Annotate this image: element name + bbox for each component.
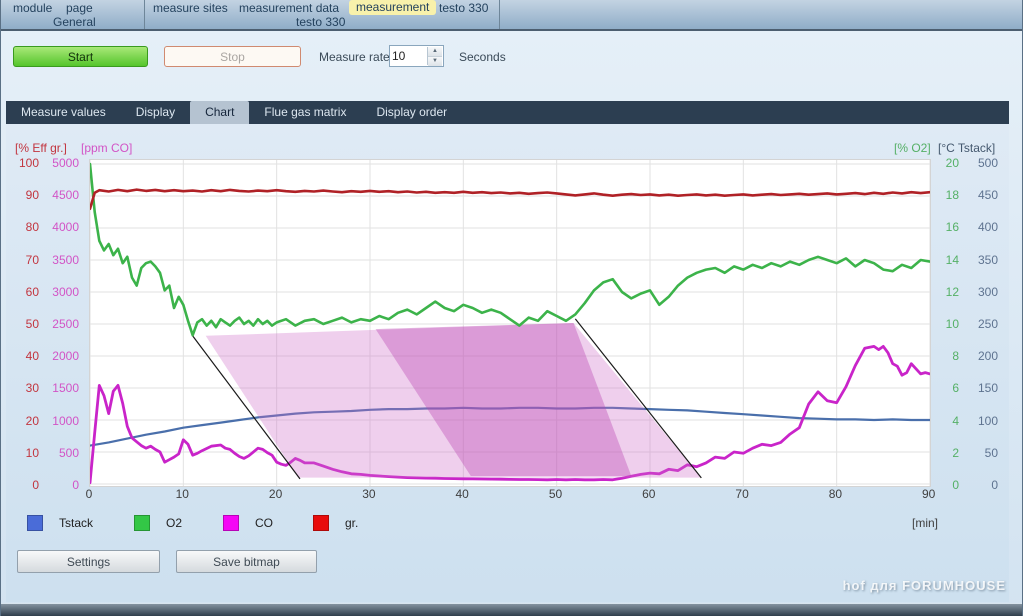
tick-label: 2000 — [52, 349, 79, 364]
tick-label: 1500 — [52, 381, 79, 396]
spinner-down-icon[interactable]: ▼ — [428, 57, 442, 66]
top-nav-bar: module page General measure sites measur… — [1, 0, 1022, 31]
tick-label: 0 — [952, 478, 959, 492]
measure-rate-label: Measure rate — [319, 50, 390, 64]
tick-label: 10 — [945, 317, 959, 331]
x-tick-label: 50 — [548, 487, 563, 501]
tick-label: 500 — [58, 445, 79, 460]
tab-display-order[interactable]: Display order — [376, 105, 448, 119]
nav-testo330[interactable]: testo 330 — [439, 1, 489, 15]
o2-axis-label: [% O2] — [894, 141, 931, 155]
tick-label: 18 — [945, 188, 959, 203]
tick-label: 250 — [977, 317, 998, 331]
tab-measure-values[interactable]: Measure values — [21, 105, 106, 119]
measure-rate-input[interactable] — [392, 47, 426, 65]
legend-swatch — [27, 515, 43, 531]
tick-label: 150 — [977, 381, 998, 396]
tick-label: 5000 — [52, 156, 79, 170]
tick-label: 100 — [18, 156, 39, 170]
tick-label: 350 — [977, 252, 998, 267]
watermark-text: hof для FORUMHOUSE — [842, 578, 1006, 593]
seconds-label: Seconds — [459, 50, 506, 64]
nav-divider — [144, 0, 145, 29]
tick-label: 12 — [945, 284, 959, 299]
tick-label: 6 — [952, 381, 959, 396]
tick-label: 4 — [952, 413, 959, 428]
legend-label: O2 — [166, 516, 183, 530]
nav-page[interactable]: page — [66, 1, 93, 15]
legend-swatch — [313, 515, 329, 531]
tstack-axis-label: [°C Tstack] — [938, 141, 996, 155]
tick-label: 2 — [952, 445, 959, 460]
tick-label: 8 — [952, 349, 959, 364]
tab-display[interactable]: Display — [135, 105, 176, 119]
view-tabstrip: Measure values Display Chart Flue gas ma… — [6, 101, 1009, 124]
tick-label: 100 — [977, 413, 998, 428]
tab-chart[interactable]: Chart — [190, 101, 250, 124]
nav-measurement-active[interactable]: measurement — [349, 0, 437, 15]
tick-label: 500 — [977, 156, 998, 170]
tick-label: 450 — [977, 188, 998, 203]
tick-label: 80 — [25, 220, 39, 235]
x-axis-unit-label: [min] — [911, 516, 938, 530]
tick-label: 20 — [25, 413, 39, 428]
tick-label: 16 — [945, 220, 959, 235]
co-axis-label: [ppm CO] — [81, 141, 133, 155]
x-tick-label: 80 — [828, 487, 843, 501]
save-bitmap-button[interactable]: Save bitmap — [176, 550, 317, 573]
x-tick-label: 30 — [362, 487, 376, 501]
spinner-buttons: ▲ ▼ — [427, 47, 442, 66]
x-tick-label: 10 — [175, 487, 189, 501]
x-tick-label: 20 — [268, 487, 283, 501]
tick-label: 20 — [945, 156, 959, 170]
tick-label: 200 — [977, 349, 998, 364]
legend-swatch — [223, 515, 239, 531]
tick-label: 0 — [32, 478, 39, 492]
legend-label: gr. — [345, 516, 359, 530]
legend-swatch — [134, 515, 150, 531]
tick-label: 0 — [72, 478, 79, 492]
tick-label: 50 — [25, 317, 39, 331]
start-button[interactable]: Start — [13, 46, 148, 67]
tick-label: 70 — [25, 252, 39, 267]
tick-label: 90 — [25, 188, 39, 203]
tick-label: 4500 — [52, 188, 79, 203]
tick-label: 300 — [977, 284, 998, 299]
nav-testo330-sub[interactable]: testo 330 — [296, 15, 346, 29]
x-tick-label: 90 — [922, 487, 936, 501]
window-bottom-bar — [1, 603, 1022, 616]
tick-label: 3000 — [52, 284, 79, 299]
spinner-up-icon[interactable]: ▲ — [428, 47, 442, 57]
tick-label: 0 — [991, 478, 998, 492]
tick-label: 4000 — [52, 220, 79, 235]
settings-button[interactable]: Settings — [17, 550, 160, 573]
nav-measurement-data[interactable]: measurement data — [239, 1, 340, 15]
legend-label: Tstack — [59, 516, 94, 530]
nav-module[interactable]: module — [13, 1, 53, 15]
stop-button[interactable]: Stop — [164, 46, 301, 67]
nav-general[interactable]: General — [53, 15, 96, 29]
tick-label: 60 — [25, 284, 39, 299]
x-tick-label: 60 — [642, 487, 656, 501]
tick-label: 40 — [25, 349, 39, 364]
tick-label: 2500 — [52, 317, 79, 331]
tick-label: 3500 — [52, 252, 79, 267]
tick-label: 50 — [984, 445, 998, 460]
x-tick-label: 70 — [735, 487, 749, 501]
nav-divider-2 — [499, 0, 500, 29]
tick-label: 400 — [977, 220, 998, 235]
tick-label: 1000 — [52, 413, 79, 428]
legend-label: CO — [255, 516, 273, 530]
x-tick-label: 0 — [85, 487, 93, 501]
tab-flue-gas-matrix[interactable]: Flue gas matrix — [264, 105, 347, 119]
tick-label: 30 — [25, 381, 39, 396]
eff-axis-label: [% Eff gr.] — [15, 141, 67, 155]
nav-measure-sites[interactable]: measure sites — [153, 1, 228, 15]
tick-label: 10 — [25, 445, 39, 460]
chart-plot-area — [89, 159, 931, 487]
x-tick-label: 40 — [455, 487, 469, 501]
tick-label: 14 — [945, 252, 959, 267]
measure-rate-spinner[interactable]: ▲ ▼ — [389, 45, 444, 67]
